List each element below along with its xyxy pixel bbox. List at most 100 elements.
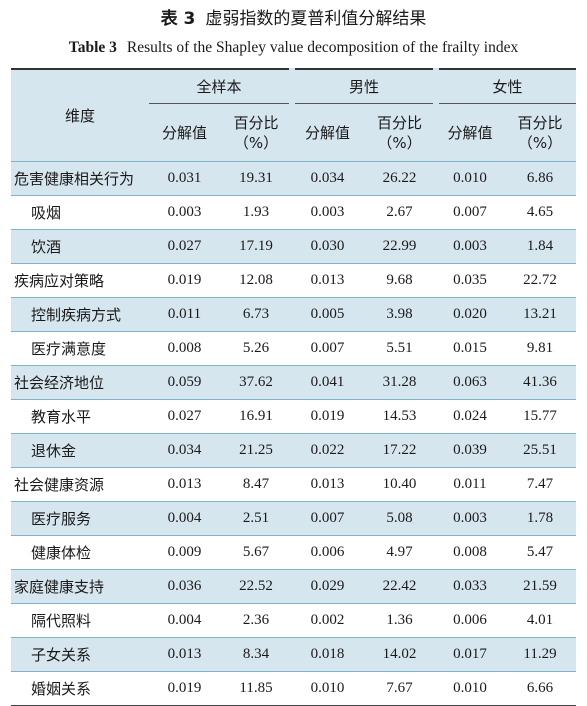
percent-cell: 21.59 (504, 569, 576, 604)
value-cell: 0.029 (292, 569, 363, 604)
group-header-full-sample: 全样本 (149, 68, 295, 104)
table-row: 社会健康资源 0.013 8.47 0.013 10.40 0.011 7.47 (11, 467, 576, 502)
value-cell: 0.006 (436, 603, 504, 638)
percent-cell: 14.53 (363, 399, 436, 434)
table-caption-english: Table 3 Results of the Shapley value deco… (0, 38, 587, 58)
percent-cell: 5.47 (504, 535, 576, 570)
percent-cell: 9.68 (363, 263, 436, 298)
value-cell: 0.059 (149, 365, 220, 400)
sub-dimension-label: 医疗服务 (11, 501, 149, 536)
value-cell: 0.007 (292, 501, 363, 536)
percent-cell: 10.40 (363, 467, 436, 502)
table-row: 子女关系 0.013 8.34 0.018 14.02 0.017 11.29 (11, 637, 576, 672)
value-cell: 0.034 (292, 161, 363, 196)
sub-dimension-label: 教育水平 (11, 399, 149, 434)
percent-cell: 1.78 (504, 501, 576, 536)
table-label-english: Table 3 (68, 39, 117, 56)
subheader-value: 分解值 (149, 103, 220, 162)
value-cell: 0.041 (292, 365, 363, 400)
percent-cell: 21.25 (220, 433, 292, 468)
percent-cell: 37.62 (220, 365, 292, 400)
group-header-female: 女性 (436, 68, 576, 104)
value-cell: 0.027 (149, 229, 220, 264)
percent-cell: 4.01 (504, 603, 576, 638)
value-cell: 0.063 (436, 365, 504, 400)
value-cell: 0.020 (436, 297, 504, 332)
sub-dimension-label: 子女关系 (11, 637, 149, 672)
group-header-male: 男性 (292, 68, 439, 104)
value-cell: 0.024 (436, 399, 504, 434)
value-cell: 0.003 (436, 229, 504, 264)
value-cell: 0.006 (292, 535, 363, 570)
percent-cell: 1.84 (504, 229, 576, 264)
value-cell: 0.018 (292, 637, 363, 672)
table-header: 维度 全样本 男性 女性 分解值 百分比 （%） 分解值 百分比 （%） 分解值 百… (11, 68, 576, 162)
percent-cell: 26.22 (363, 161, 436, 196)
subheader-percent: 百分比 （%） (220, 103, 292, 162)
sub-dimension-label: 吸烟 (11, 195, 149, 230)
dimension-label: 危害健康相关行为 (11, 161, 149, 196)
percent-cell: 3.98 (363, 297, 436, 332)
value-cell: 0.033 (436, 569, 504, 604)
table-row: 吸烟 0.003 1.93 0.003 2.67 0.007 4.65 (11, 195, 576, 230)
percent-cell: 11.29 (504, 637, 576, 672)
table-row: 退休金 0.034 21.25 0.022 17.22 0.039 25.51 (11, 433, 576, 468)
value-cell: 0.003 (436, 501, 504, 536)
percent-cell: 1.93 (220, 195, 292, 230)
table-body: 危害健康相关行为 0.031 19.31 0.034 26.22 0.010 6.86 吸烟 0… (11, 161, 576, 706)
sub-dimension-label: 饮酒 (11, 229, 149, 264)
percent-cell: 9.81 (504, 331, 576, 366)
dimension-label: 社会健康资源 (11, 467, 149, 502)
dimension-label: 家庭健康支持 (11, 569, 149, 604)
table-row: 社会经济地位 0.059 37.62 0.041 31.28 0.063 41.36 (11, 365, 576, 400)
value-cell: 0.002 (292, 603, 363, 638)
table-title-english: Results of the Shapley value decompositi… (126, 39, 519, 56)
sub-dimension-label: 退休金 (11, 433, 149, 468)
value-cell: 0.009 (149, 535, 220, 570)
percent-cell: 4.65 (504, 195, 576, 230)
value-cell: 0.035 (436, 263, 504, 298)
value-cell: 0.007 (292, 331, 363, 366)
value-cell: 0.007 (436, 195, 504, 230)
value-cell: 0.003 (149, 195, 220, 230)
shapley-decomposition-table: 维度 全样本 男性 女性 分解值 百分比 （%） 分解值 百分比 （%） 分解值 百… (11, 68, 576, 706)
percent-cell: 5.08 (363, 501, 436, 536)
percent-cell: 2.51 (220, 501, 292, 536)
value-cell: 0.011 (436, 467, 504, 502)
table-caption-chinese: 表 3 虚弱指数的夏普利值分解结果 (0, 8, 587, 30)
sub-dimension-label: 健康体检 (11, 535, 149, 570)
percent-cell: 8.34 (220, 637, 292, 672)
dimension-label: 社会经济地位 (11, 365, 149, 400)
subheader-percent: 百分比 （%） (363, 103, 436, 162)
table-row: 教育水平 0.027 16.91 0.019 14.53 0.024 15.77 (11, 399, 576, 434)
percent-cell: 2.67 (363, 195, 436, 230)
percent-cell: 5.51 (363, 331, 436, 366)
sub-dimension-label: 控制疾病方式 (11, 297, 149, 332)
percent-cell: 22.72 (504, 263, 576, 298)
value-cell: 0.030 (292, 229, 363, 264)
table-row: 家庭健康支持 0.036 22.52 0.029 22.42 0.033 21.59 (11, 569, 576, 604)
percent-cell: 31.28 (363, 365, 436, 400)
table-title-chinese: 虚弱指数的夏普利值分解结果 (205, 9, 427, 29)
value-cell: 0.039 (436, 433, 504, 468)
value-cell: 0.022 (292, 433, 363, 468)
percent-cell: 15.77 (504, 399, 576, 434)
percent-cell: 19.31 (220, 161, 292, 196)
table-row: 隔代照料 0.004 2.36 0.002 1.36 0.006 4.01 (11, 603, 576, 638)
value-cell: 0.008 (436, 535, 504, 570)
value-cell: 0.015 (436, 331, 504, 366)
value-cell: 0.013 (149, 467, 220, 502)
value-cell: 0.004 (149, 603, 220, 638)
table-label-chinese: 表 3 (160, 9, 196, 29)
value-cell: 0.008 (149, 331, 220, 366)
value-cell: 0.013 (149, 637, 220, 672)
value-cell: 0.003 (292, 195, 363, 230)
percent-cell: 6.73 (220, 297, 292, 332)
value-cell: 0.017 (436, 637, 504, 672)
subheader-percent: 百分比 （%） (504, 103, 576, 162)
value-cell: 0.034 (149, 433, 220, 468)
percent-cell: 16.91 (220, 399, 292, 434)
percent-cell: 22.42 (363, 569, 436, 604)
percent-cell: 6.86 (504, 161, 576, 196)
subheader-value: 分解值 (436, 103, 504, 162)
